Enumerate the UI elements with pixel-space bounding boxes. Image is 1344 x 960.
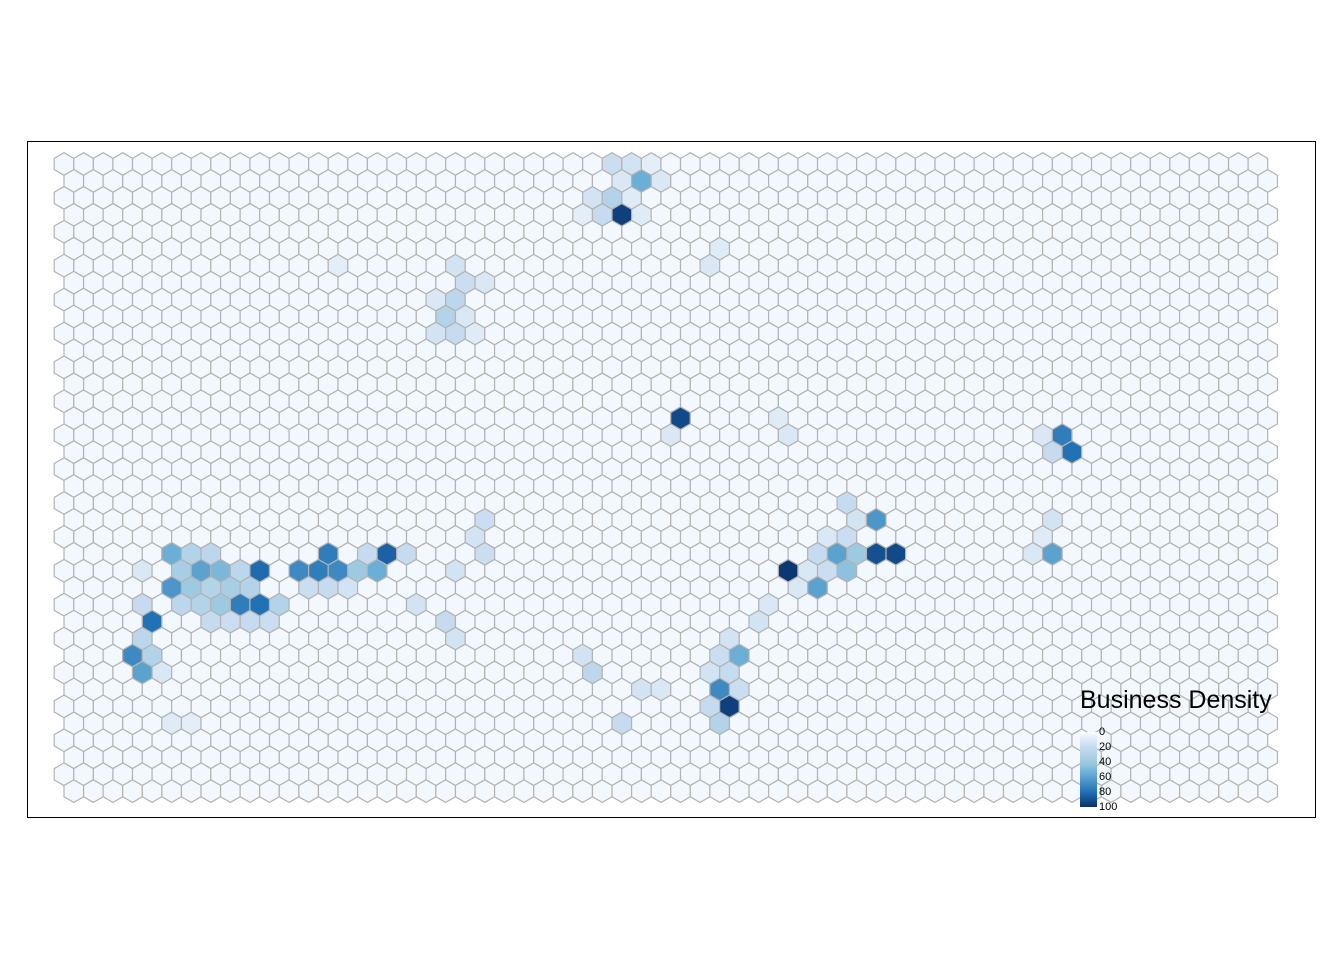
hex-cell <box>885 779 907 804</box>
hex-cell <box>728 779 750 804</box>
hex-cell <box>337 779 359 804</box>
hex-cell <box>493 779 515 804</box>
hex-cell <box>572 779 594 804</box>
hex-cell <box>122 779 143 804</box>
hex-cell <box>650 779 672 804</box>
hex-cell <box>767 779 789 804</box>
hex-cell <box>298 779 320 804</box>
hex-cell <box>200 779 222 804</box>
hex-cell <box>865 779 887 804</box>
hex-cell <box>1061 779 1083 804</box>
hex-cell <box>454 779 476 804</box>
hex-cell <box>435 779 457 804</box>
hex-cell <box>317 779 339 804</box>
hex-cell <box>748 779 770 804</box>
legend-title: Business Density <box>1080 686 1272 714</box>
hex-cell <box>239 779 261 804</box>
hex-cell <box>259 779 280 804</box>
legend-tick-40: 40 <box>1099 756 1112 768</box>
hex-cell <box>396 779 417 804</box>
hex-cell <box>376 779 398 804</box>
hex-cell <box>689 779 711 804</box>
hex-cell <box>1042 779 1063 804</box>
hex-cell <box>611 779 633 804</box>
hex-cell <box>161 779 183 804</box>
hex-cell <box>1257 779 1279 804</box>
hex-cell <box>180 779 202 804</box>
map-panel <box>27 141 1316 818</box>
hex-cell <box>102 779 124 804</box>
hex-cell <box>513 779 535 804</box>
hex-cell <box>356 779 378 804</box>
hex-grid <box>53 152 1279 804</box>
hex-cell <box>533 779 554 804</box>
legend-tick-80: 80 <box>1099 786 1112 798</box>
legend-colorbar <box>1080 732 1097 807</box>
hex-cell <box>141 779 163 804</box>
hex-cell <box>963 779 985 804</box>
hex-cell <box>904 779 926 804</box>
hex-cell <box>415 779 437 804</box>
hex-cell <box>826 779 848 804</box>
hex-cell <box>591 779 613 804</box>
legend-tick-0: 0 <box>1099 726 1106 738</box>
legend: Business Density 0 20 40 60 80 100 <box>1080 686 1320 816</box>
legend-tick-60: 60 <box>1099 771 1112 783</box>
hex-cell <box>670 779 691 804</box>
hex-cell <box>552 779 574 804</box>
hex-cell <box>709 779 731 804</box>
hex-cell <box>1002 779 1024 804</box>
hex-cell <box>630 779 652 804</box>
hex-cell <box>474 779 496 804</box>
legend-tick-100: 100 <box>1099 801 1118 813</box>
legend-tick-20: 20 <box>1099 741 1112 753</box>
hex-cell <box>924 779 946 804</box>
hex-cell <box>983 779 1005 804</box>
hex-cell <box>219 779 241 804</box>
hex-cell <box>846 779 868 804</box>
hex-cell <box>278 779 300 804</box>
hex-cell <box>944 779 965 804</box>
hex-cell <box>807 779 828 804</box>
hex-cell <box>63 779 85 804</box>
hex-cell <box>82 779 104 804</box>
hex-cell <box>787 779 809 804</box>
hex-cell <box>1022 779 1044 804</box>
